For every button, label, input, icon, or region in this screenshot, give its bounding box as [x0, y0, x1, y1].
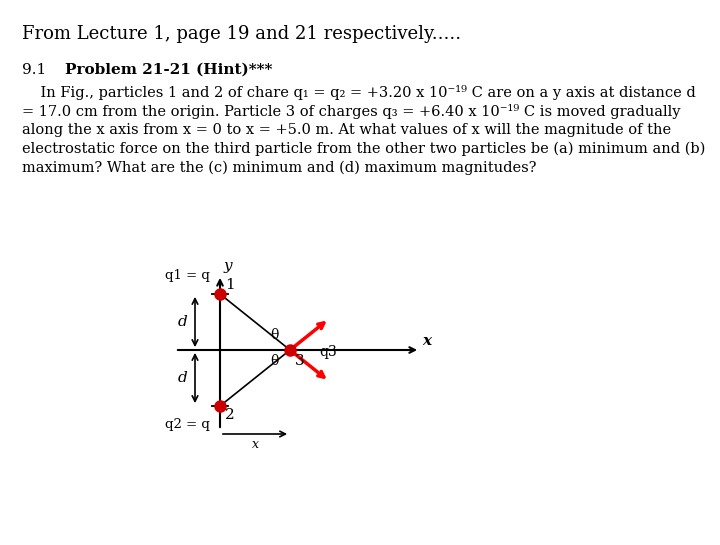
Text: d: d	[177, 371, 187, 385]
Text: x: x	[251, 438, 258, 451]
Text: 1: 1	[225, 278, 235, 292]
Text: 3: 3	[295, 354, 305, 368]
Text: x: x	[422, 334, 431, 348]
Text: 2: 2	[225, 408, 235, 422]
Text: maximum? What are the (c) minimum and (d) maximum magnitudes?: maximum? What are the (c) minimum and (d…	[22, 161, 536, 175]
Text: = 17.0 cm from the origin. Particle 3 of charges q₃ = +6.40 x 10⁻¹⁹ C is moved g: = 17.0 cm from the origin. Particle 3 of…	[22, 104, 680, 119]
Text: q1 = q: q1 = q	[165, 269, 210, 282]
Text: along the x axis from x = 0 to x = +5.0 m. At what values of x will the magnitud: along the x axis from x = 0 to x = +5.0 …	[22, 123, 671, 137]
Text: From Lecture 1, page 19 and 21 respectively.....: From Lecture 1, page 19 and 21 respectiv…	[22, 25, 461, 43]
Text: q2 = q: q2 = q	[165, 418, 210, 431]
Text: θ: θ	[270, 328, 279, 342]
Text: θ: θ	[270, 354, 279, 368]
Text: q3: q3	[320, 345, 337, 359]
Text: d: d	[177, 315, 187, 329]
Text: y: y	[224, 259, 233, 273]
Text: 9.1: 9.1	[22, 63, 46, 77]
Text: Problem 21-21 (Hint)***: Problem 21-21 (Hint)***	[65, 63, 272, 77]
Text: electrostatic force on the third particle from the other two particles be (a) mi: electrostatic force on the third particl…	[22, 142, 706, 156]
Text: In Fig., particles 1 and 2 of chare q₁ = q₂ = +3.20 x 10⁻¹⁹ C are on a y axis at: In Fig., particles 1 and 2 of chare q₁ =…	[22, 85, 696, 100]
